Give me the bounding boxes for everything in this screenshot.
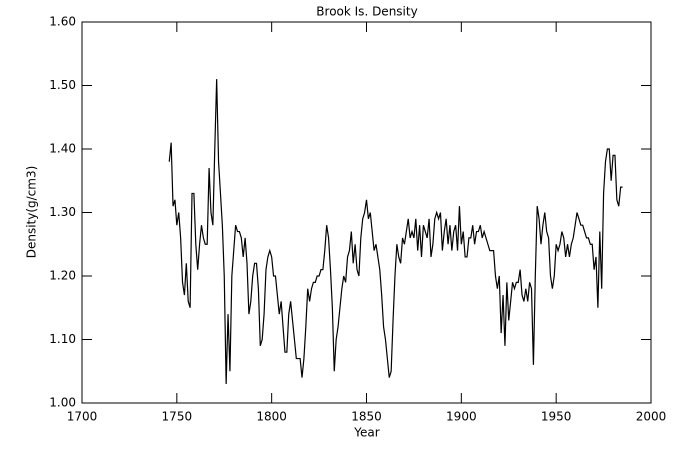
x-tick-label: 1750 [162,410,193,424]
data-line [168,79,623,384]
x-tick-label: 2000 [636,410,667,424]
y-tick-label: 1.20 [49,269,76,283]
y-axis-label: Density(g/cm3) [25,166,39,259]
chart-title: Brook Is. Density [316,5,417,19]
y-tick-label: 1.00 [49,396,76,410]
x-tick-label: 1900 [446,410,477,424]
x-tick-label: 1950 [541,410,572,424]
y-tick-label: 1.60 [49,15,76,29]
y-tick-label: 1.50 [49,78,76,92]
y-tick-label: 1.30 [49,205,76,219]
x-tick-label: 1850 [351,410,382,424]
x-axis-label: Year [353,426,379,440]
x-tick-label: 1700 [67,410,98,424]
y-tick-label: 1.10 [49,332,76,346]
y-tick-label: 1.40 [49,142,76,156]
x-tick-label: 1800 [256,410,287,424]
